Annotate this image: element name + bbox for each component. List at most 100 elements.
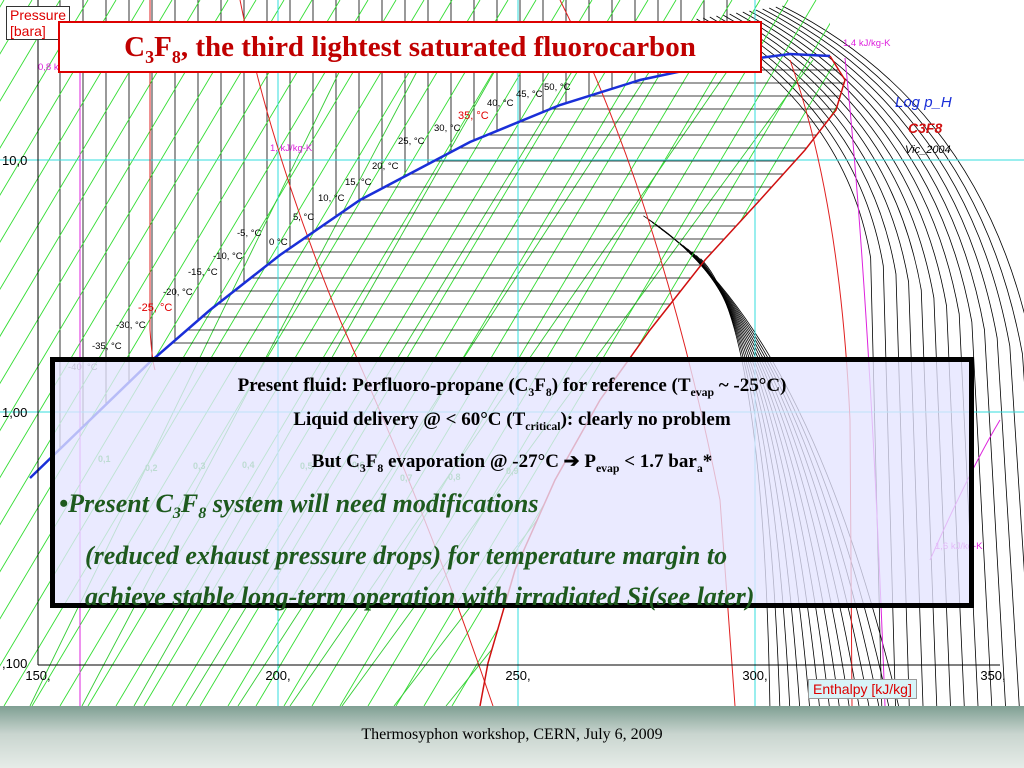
x-tick-label: 300,	[742, 668, 767, 683]
isotherm-vapour	[729, 13, 951, 706]
legend-fluid: C3F8	[908, 120, 942, 136]
green-line	[0, 0, 5, 706]
text-run: system will need modifications	[206, 489, 539, 519]
isotherm-label: 30, °C	[434, 123, 461, 134]
isotherm-label: 10, °C	[318, 193, 345, 204]
isotherm-vapour	[722, 14, 938, 706]
subscript: 8	[377, 461, 384, 475]
isotherm-label: 45, °C	[516, 89, 543, 100]
isotherm-label: 0 °C	[269, 237, 288, 248]
y-label-line: [bara]	[10, 23, 46, 39]
x-tick-label: 150,	[25, 668, 50, 683]
text-run: •Present C	[59, 489, 173, 519]
isotherm-label: -20, °C	[163, 287, 193, 298]
green-line	[0, 0, 117, 706]
subscript: 3	[359, 461, 366, 475]
x-axis-label: Enthalpy [kJ/kg]	[808, 679, 917, 699]
isotherm-label: -30, °C	[116, 320, 146, 331]
isotherm-vapour	[736, 12, 965, 706]
green-line	[0, 0, 397, 706]
text-run: evaporation @ -27°C ➔ P	[383, 450, 596, 472]
green-line	[0, 0, 341, 706]
bullet-line: •Present C3F8 system will need modificat…	[55, 483, 969, 534]
footer-text: Thermosyphon workshop, CERN, July 6, 200…	[361, 726, 663, 743]
isotherm-label: 25, °C	[398, 136, 425, 147]
subscript: critical	[525, 419, 561, 433]
slide-title: C3F8, the third lightest saturated fluor…	[58, 21, 762, 73]
isotherm-label: -10, °C	[213, 251, 243, 262]
text-run: F	[534, 375, 546, 396]
entropy-label: 1, kJ/kg-K	[270, 143, 313, 154]
subscript: 3	[172, 505, 181, 523]
green-line	[0, 0, 229, 706]
isotherm-label: 20, °C	[372, 161, 399, 172]
isotherm-vapour	[749, 10, 993, 706]
text-run: (reduced exhaust pressure drops) for tem…	[85, 540, 728, 570]
text-run: , the third lightest saturated fluorocar…	[180, 31, 696, 63]
isotherm-label: 15, °C	[345, 177, 372, 188]
y-tick-label: 10,0	[2, 153, 27, 168]
green-line	[0, 0, 257, 706]
isotherm-label: 50, °C	[544, 82, 571, 93]
isotherm-label: 35, °C	[458, 110, 489, 122]
text-run: Liquid delivery @ < 60°C (T	[293, 408, 526, 430]
green-line	[0, 0, 173, 706]
text-run: achieve stable long-term operation with …	[85, 581, 755, 611]
isotherm-vapour	[775, 6, 1024, 383]
text-run: *	[702, 450, 713, 472]
y-label-line: Pressure	[10, 7, 67, 23]
subscript: 8	[171, 46, 181, 67]
isotherm-vapour	[782, 5, 1024, 314]
isotherm-vapour	[762, 8, 1020, 706]
isotherm-vapour	[769, 7, 1024, 573]
subscript: evap	[690, 385, 715, 399]
entropy-label: 1,4 kJ/kg-K	[843, 38, 891, 49]
footer-bar: Thermosyphon workshop, CERN, July 6, 200…	[0, 706, 1024, 768]
text-run: C	[124, 31, 146, 63]
green-line	[0, 0, 201, 706]
subscript: a	[696, 461, 703, 475]
note-line: Present fluid: Perfluoro-propane (C3F8) …	[55, 372, 969, 406]
text-run: ): clearly no problem	[560, 408, 731, 430]
text-run: Present fluid: Perfluoro-propane (C	[237, 375, 529, 396]
text-run: F	[180, 489, 199, 519]
isotherm-label: -5, °C	[237, 228, 262, 239]
green-line	[0, 0, 89, 706]
x-tick-label: 350,	[980, 668, 1005, 683]
text-run: F	[154, 31, 172, 63]
note-line: Liquid delivery @ < 60°C (Tcritical): cl…	[55, 406, 969, 440]
bullet-line: achieve stable long-term operation with …	[55, 576, 969, 617]
green-line	[0, 0, 313, 706]
y-tick-label: ,100	[2, 656, 27, 671]
subscript: evap	[595, 461, 620, 475]
bullet-line: (reduced exhaust pressure drops) for tem…	[55, 535, 969, 576]
x-tick-label: 250,	[505, 668, 530, 683]
subscript: 3	[145, 46, 155, 67]
green-line	[0, 0, 369, 706]
subscript: 8	[198, 505, 207, 523]
isotherm-label: 40, °C	[487, 98, 514, 109]
text-run: ) for reference (T	[551, 375, 691, 396]
isotherm-label: 5, °C	[293, 212, 314, 223]
isotherm-label: -25, °C	[138, 302, 172, 314]
text-run: < 1.7 bar	[619, 450, 697, 472]
isotherm-vapour	[755, 9, 1006, 706]
subscript: 8	[545, 385, 552, 399]
legend-title: Log p_H	[895, 94, 952, 111]
y-tick-label: 1,00	[2, 405, 27, 420]
legend-source: Vic_2004	[905, 144, 951, 156]
isotherm-label: -35, °C	[92, 341, 122, 352]
note-line: But C3F8 evaporation @ -27°C ➔ Pevap < 1…	[55, 448, 969, 482]
green-line	[0, 0, 285, 706]
isotherm-label: -15, °C	[188, 267, 218, 278]
text-run: F	[365, 450, 378, 472]
note-lines: Present fluid: Perfluoro-propane (C3F8) …	[55, 362, 969, 481]
subscript: 3	[528, 385, 535, 399]
text-run: ~ -25°C)	[714, 375, 787, 396]
note-box: Present fluid: Perfluoro-propane (C3F8) …	[50, 357, 974, 611]
text-run: But C	[311, 450, 360, 472]
green-line	[0, 0, 145, 706]
green-line	[0, 0, 33, 706]
x-tick-label: 200,	[265, 668, 290, 683]
